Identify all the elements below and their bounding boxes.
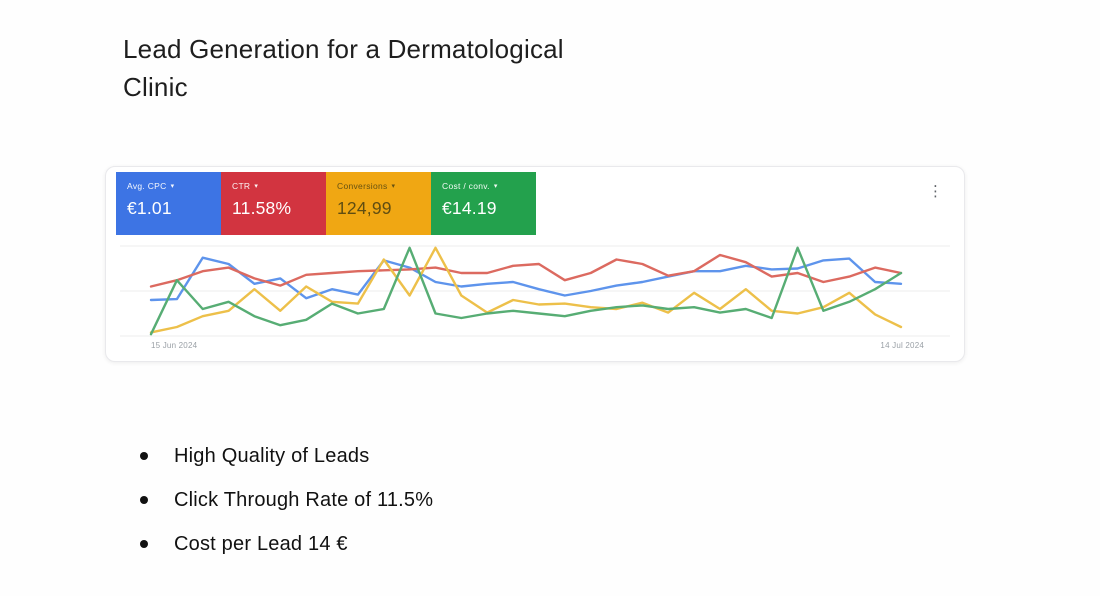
bullet-list: High Quality of Leads Click Through Rate… <box>140 444 433 576</box>
metric-tile-cost-per-conv[interactable]: Cost / conv. ▾ €14.19 <box>431 172 536 235</box>
metrics-dashboard-card: Avg. CPC ▾ €1.01 CTR ▾ 11.58% Conversion… <box>105 166 965 362</box>
page-title: Lead Generation for a Dermatological Cli… <box>123 30 723 106</box>
metric-label: Cost / conv. <box>442 181 490 191</box>
chevron-down-icon[interactable]: ▾ <box>170 182 175 190</box>
metric-tile-avg-cpc[interactable]: Avg. CPC ▾ €1.01 <box>116 172 221 235</box>
metric-value: €1.01 <box>127 198 172 218</box>
series-line-conversions <box>149 246 903 334</box>
metric-value: 124,99 <box>337 198 392 218</box>
metric-tiles: Avg. CPC ▾ €1.01 CTR ▾ 11.58% Conversion… <box>116 172 536 235</box>
x-axis-start-date: 15 Jun 2024 <box>151 341 198 350</box>
bullet-icon <box>140 496 148 504</box>
bullet-icon <box>140 452 148 460</box>
bullet-text: Click Through Rate of 11.5% <box>174 489 434 511</box>
list-item: Cost per Lead 14 € <box>140 532 433 556</box>
metric-label: Avg. CPC <box>127 181 167 191</box>
page-title-line1: Lead Generation for a Dermatological <box>123 34 564 64</box>
metric-tile-conversions[interactable]: Conversions ▾ 124,99 <box>326 172 431 235</box>
metric-label: Conversions <box>337 181 388 191</box>
list-item: Click Through Rate of 11.5% <box>140 488 433 512</box>
chevron-down-icon[interactable]: ▾ <box>493 182 498 190</box>
metric-value: €14.19 <box>442 198 497 218</box>
list-item: High Quality of Leads <box>140 444 433 468</box>
series-line-cost-conv- <box>149 246 903 336</box>
bullet-text: High Quality of Leads <box>174 445 370 467</box>
timeseries-chart <box>120 245 950 337</box>
metric-label: CTR <box>232 181 251 191</box>
metric-tile-ctr[interactable]: CTR ▾ 11.58% <box>221 172 326 235</box>
metric-value: 11.58% <box>232 198 292 218</box>
bullet-icon <box>140 540 148 548</box>
series-line-avg-cpc <box>149 256 903 302</box>
series-line-ctr <box>149 253 903 288</box>
x-axis-end-date: 14 Jul 2024 <box>880 341 924 350</box>
bullet-text: Cost per Lead 14 € <box>174 533 348 555</box>
chevron-down-icon[interactable]: ▾ <box>391 182 396 190</box>
more-options-icon[interactable]: ⋮ <box>928 183 943 200</box>
chevron-down-icon[interactable]: ▾ <box>254 182 259 190</box>
page-title-line2: Clinic <box>123 72 188 102</box>
